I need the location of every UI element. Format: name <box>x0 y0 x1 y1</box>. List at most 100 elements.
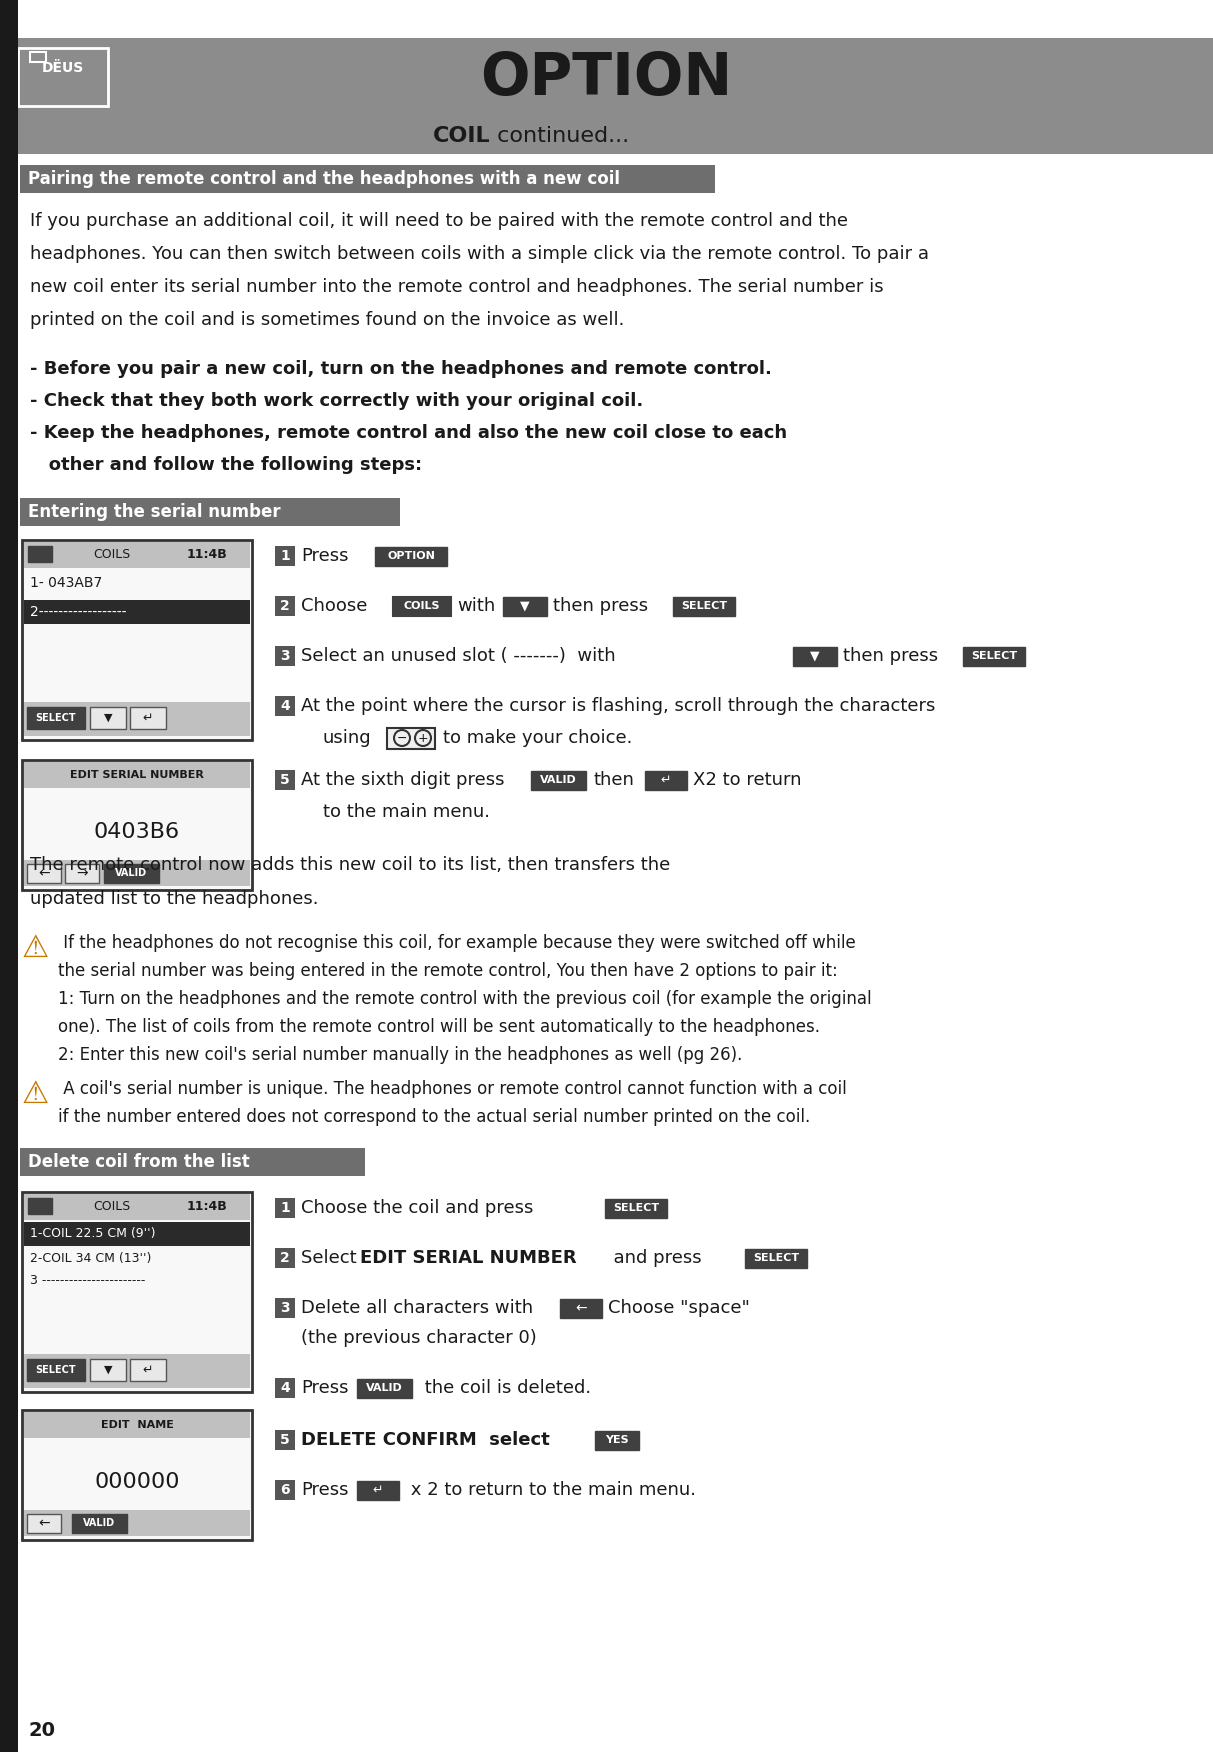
Text: DËUS: DËUS <box>42 61 84 75</box>
Text: 4: 4 <box>280 699 290 713</box>
Text: Press: Press <box>301 1480 348 1500</box>
Text: 5: 5 <box>280 773 290 787</box>
Bar <box>22 1191 252 1393</box>
Text: ▼: ▼ <box>104 713 113 724</box>
Bar <box>0 117 1213 154</box>
Bar <box>66 864 99 883</box>
Text: At the point where the cursor is flashing, scroll through the characters: At the point where the cursor is flashin… <box>301 697 935 715</box>
Text: - Before you pair a new coil, turn on the headphones and remote control.: - Before you pair a new coil, turn on th… <box>30 359 771 378</box>
Text: 000000: 000000 <box>95 1472 180 1493</box>
Text: 0403B6: 0403B6 <box>93 822 180 843</box>
Bar <box>27 708 85 729</box>
Bar <box>503 597 547 617</box>
Text: DELETE CONFIRM  select: DELETE CONFIRM select <box>301 1431 549 1449</box>
Text: ←: ← <box>38 1515 50 1529</box>
Text: Entering the serial number: Entering the serial number <box>28 503 280 520</box>
Text: A coil's serial number is unique. The headphones or remote control cannot functi: A coil's serial number is unique. The he… <box>58 1079 847 1099</box>
Text: 3: 3 <box>280 648 290 662</box>
Bar <box>27 864 61 883</box>
Bar <box>24 1510 250 1537</box>
Bar <box>90 708 126 729</box>
Text: 20: 20 <box>28 1720 55 1740</box>
Bar <box>963 646 1025 666</box>
Text: 2-COIL 34 CM (13''): 2-COIL 34 CM (13'') <box>30 1253 152 1265</box>
Text: SELECT: SELECT <box>35 1365 76 1375</box>
Bar <box>22 1410 252 1540</box>
Bar <box>28 547 52 562</box>
Text: printed on the coil and is sometimes found on the invoice as well.: printed on the coil and is sometimes fou… <box>30 312 625 329</box>
Text: Delete coil from the list: Delete coil from the list <box>28 1153 250 1170</box>
Text: if the number entered does not correspond to the actual serial number printed on: if the number entered does not correspon… <box>58 1107 810 1127</box>
Bar <box>375 547 448 566</box>
Bar <box>90 1360 126 1381</box>
Text: SELECT: SELECT <box>753 1253 799 1263</box>
Text: 1: 1 <box>280 1202 290 1214</box>
Text: Choose: Choose <box>301 597 368 615</box>
Text: EDIT SERIAL NUMBER: EDIT SERIAL NUMBER <box>360 1249 576 1267</box>
Text: 11:4B: 11:4B <box>187 548 227 561</box>
Text: to make your choice.: to make your choice. <box>443 729 632 746</box>
Bar <box>531 771 586 790</box>
Bar <box>0 39 1213 117</box>
Bar <box>596 1431 639 1451</box>
Text: VALID: VALID <box>540 774 576 785</box>
Text: continued...: continued... <box>490 126 630 145</box>
Text: COILS: COILS <box>404 601 440 611</box>
Text: one). The list of coils from the remote control will be sent automatically to th: one). The list of coils from the remote … <box>58 1018 820 1035</box>
Bar <box>275 1298 295 1318</box>
Text: X2 to return: X2 to return <box>693 771 802 788</box>
Bar <box>24 1354 250 1388</box>
Text: Press: Press <box>301 1379 348 1396</box>
Text: 3 -----------------------: 3 ----------------------- <box>30 1274 146 1288</box>
Circle shape <box>415 731 431 746</box>
Text: ↵: ↵ <box>661 773 671 787</box>
Text: Delete all characters with: Delete all characters with <box>301 1298 534 1318</box>
Text: Press: Press <box>301 547 348 564</box>
Bar <box>275 1198 295 1218</box>
Text: then press: then press <box>843 646 938 666</box>
Text: ▼: ▼ <box>810 650 820 662</box>
Text: SELECT: SELECT <box>35 713 76 724</box>
Text: EDIT  NAME: EDIT NAME <box>101 1421 173 1430</box>
Text: 4: 4 <box>280 1381 290 1395</box>
Text: Choose "space": Choose "space" <box>608 1298 750 1318</box>
Bar <box>130 1360 166 1381</box>
Bar <box>24 703 250 736</box>
Text: 1: Turn on the headphones and the remote control with the previous coil (for exa: 1: Turn on the headphones and the remote… <box>58 990 872 1007</box>
Bar <box>357 1379 412 1398</box>
Text: If the headphones do not recognise this coil, for example because they were swit: If the headphones do not recognise this … <box>58 934 855 951</box>
Text: ↵: ↵ <box>372 1484 383 1496</box>
Text: SELECT: SELECT <box>613 1204 659 1212</box>
Text: 2: 2 <box>280 599 290 613</box>
Text: VALID: VALID <box>365 1382 403 1393</box>
Bar <box>18 47 108 107</box>
Text: VALID: VALID <box>82 1517 115 1528</box>
Text: (the previous character 0): (the previous character 0) <box>301 1330 536 1347</box>
Text: COIL: COIL <box>432 126 490 145</box>
Text: COILS: COILS <box>93 548 131 561</box>
Text: 1-COIL 22.5 CM (9''): 1-COIL 22.5 CM (9'') <box>30 1228 155 1240</box>
Bar <box>24 541 250 568</box>
Bar <box>275 1480 295 1500</box>
Text: At the sixth digit press: At the sixth digit press <box>301 771 505 788</box>
Bar <box>24 1221 250 1246</box>
Bar <box>24 599 250 624</box>
Text: headphones. You can then switch between coils with a simple click via the remote: headphones. You can then switch between … <box>30 245 929 263</box>
Text: ←: ← <box>575 1302 587 1316</box>
Bar <box>393 597 451 617</box>
Bar <box>673 597 735 617</box>
Text: ↵: ↵ <box>143 711 153 725</box>
Bar <box>24 1195 250 1219</box>
Bar <box>130 708 166 729</box>
Bar <box>24 762 250 788</box>
Bar <box>22 540 252 739</box>
Bar <box>745 1249 807 1268</box>
Text: EDIT SERIAL NUMBER: EDIT SERIAL NUMBER <box>70 769 204 780</box>
Text: Choose the coil and press: Choose the coil and press <box>301 1198 534 1218</box>
Text: SELECT: SELECT <box>970 652 1016 661</box>
Bar <box>275 1430 295 1451</box>
Text: →: → <box>76 865 87 880</box>
Text: Pairing the remote control and the headphones with a new coil: Pairing the remote control and the headp… <box>28 170 620 187</box>
Bar <box>19 165 714 193</box>
Text: with: with <box>457 597 495 615</box>
